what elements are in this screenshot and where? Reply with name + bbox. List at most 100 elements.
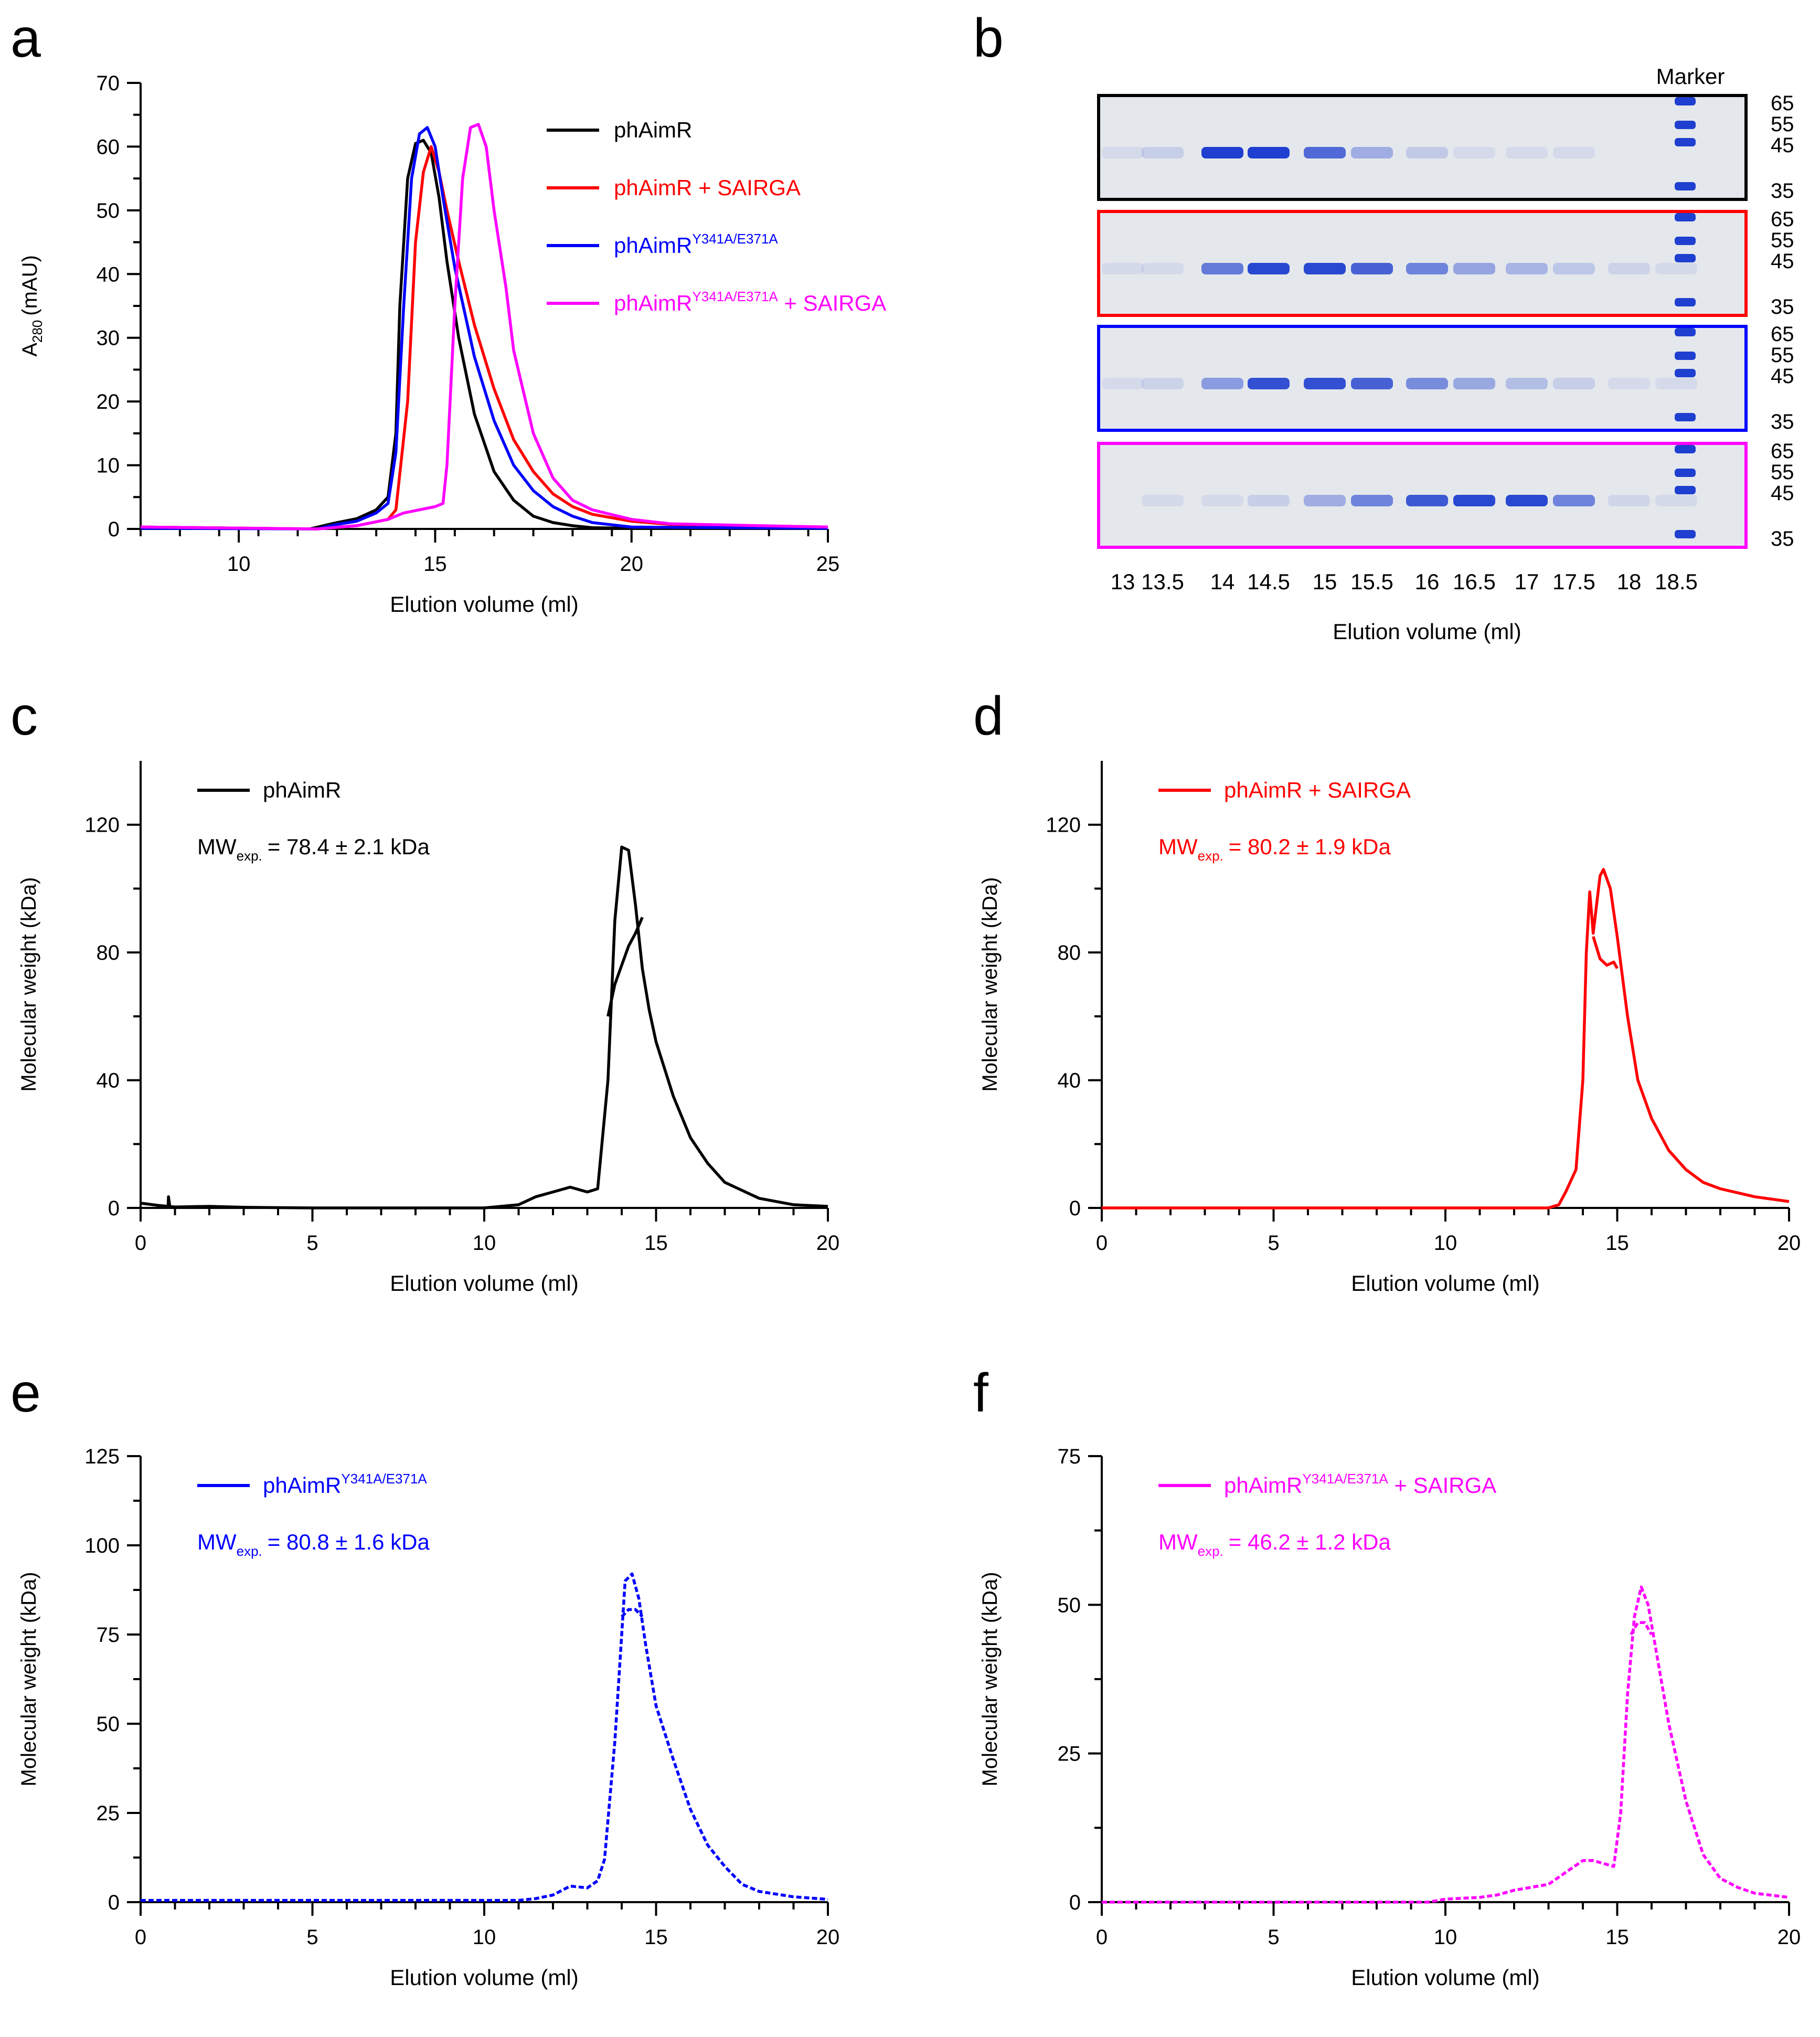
mw-value: = 80.2 ± 1.9 kDa [1229, 834, 1391, 859]
x-axis-label: Elution volume (ml) [390, 1271, 578, 1296]
y-tick-label: 70 [97, 72, 120, 95]
gel-band [1201, 263, 1243, 274]
mw-annotation: MWexp. = 78.4 ± 2.1 kDa [197, 834, 430, 864]
marker-band [1675, 413, 1696, 421]
x-axis-label: Elution volume (ml) [390, 1965, 578, 1990]
gel-band [1453, 263, 1495, 274]
panel-f-axes: 0 25 50 75 0 5 10 15 20 Elution volume (ml) Molecu… [978, 1445, 1801, 1990]
legend-label: phAimR + SAIRGA [1224, 778, 1411, 802]
y-tick-label: 60 [97, 135, 120, 158]
gel-band [1453, 378, 1495, 389]
mw-annotation: MWexp. = 80.2 ± 1.9 kDa [1158, 834, 1391, 864]
panel-d-axes: 0 40 80 120 0 5 10 15 20 Elution volume (ml) Molec… [978, 761, 1801, 1296]
marker-band [1675, 138, 1696, 146]
x-tick-label: 5 [1268, 1232, 1279, 1255]
marker-kda-label: 55 [1771, 229, 1794, 252]
x-tick-label: 5 [1268, 1926, 1279, 1949]
y-tick-label: 25 [97, 1802, 120, 1825]
y-tick-label: 75 [97, 1624, 120, 1647]
panel-letter-e: e [10, 1363, 41, 1424]
gel-band [1553, 378, 1595, 389]
x-tick-label: 25 [816, 553, 840, 576]
marker-band [1675, 469, 1696, 477]
gel-band [1453, 495, 1495, 506]
gel-band [1351, 495, 1393, 506]
x-tick-label: 10 [1434, 1232, 1457, 1255]
y-tick-label: 0 [108, 1891, 120, 1914]
y-axis-label: Molecular weight (kDa) [17, 877, 40, 1091]
y-axis-label: Molecular weight (kDa) [978, 877, 1002, 1091]
gel-band [1248, 147, 1290, 158]
y-axis-label: Molecular weight (kDa) [978, 1572, 1002, 1786]
series-line-1 [621, 1608, 644, 1618]
gel-band [1102, 147, 1144, 158]
x-tick-label: 15 [1605, 1232, 1629, 1255]
gel-band [1142, 263, 1184, 274]
marker-band [1675, 486, 1696, 494]
gel-band [1506, 378, 1548, 389]
y-axis-label-unit: (mAU) [18, 255, 41, 316]
mw-value: = 46.2 ± 1.2 kDa [1229, 1530, 1391, 1554]
y-tick-label: 50 [97, 199, 120, 222]
marker-band [1675, 445, 1696, 453]
gel-band [1304, 147, 1346, 158]
series-line-1 [140, 145, 828, 531]
legend-label-suffix: + SAIRGA [778, 291, 887, 315]
x-tick-label: 20 [816, 1926, 840, 1949]
gel-band [1506, 147, 1548, 158]
legend-label-base: phAimR + SAIRGA [1224, 778, 1411, 802]
y-tick-label: 50 [1058, 1594, 1081, 1617]
gel-band [1248, 263, 1290, 274]
legend-label-suffix: + SAIRGA [1388, 1473, 1497, 1498]
mw-prefix: MW [197, 834, 237, 859]
mw-sub: exp. [237, 848, 262, 864]
legend-label: phAimRY341A/E371A [263, 1471, 427, 1498]
series-line-1 [1592, 936, 1619, 969]
x-tick-label: 15 [1605, 1926, 1629, 1949]
x-axis-label: Elution volume (ml) [1351, 1965, 1539, 1990]
mw-annotation: MWexp. = 80.8 ± 1.6 kDa [197, 1530, 430, 1559]
lane-label: 14 [1210, 569, 1235, 594]
marker-kda-label: 45 [1771, 482, 1794, 505]
gel-band [1142, 495, 1184, 506]
y-tick-label: 25 [1058, 1743, 1081, 1766]
marker-kda-label: 35 [1771, 527, 1794, 550]
marker-kda-label: 45 [1771, 134, 1794, 157]
gel-band [1248, 495, 1290, 506]
panel-a-axes: 0 10 20 30 40 50 60 70 10 15 20 25 Elution volume (m… [18, 72, 886, 617]
lane-label: 18 [1617, 569, 1642, 594]
gel-band [1506, 263, 1548, 274]
y-tick-label: 40 [1058, 1069, 1081, 1092]
y-tick-label: 80 [1058, 941, 1081, 964]
gel-band [1142, 147, 1184, 158]
series-line-0 [141, 1572, 828, 1902]
y-tick-label: 100 [84, 1534, 120, 1557]
marker-band [1675, 328, 1696, 336]
gel-band [1406, 147, 1448, 158]
panel-letter-c: c [10, 686, 38, 747]
y-tick-label: 0 [1069, 1891, 1081, 1914]
mw-sub: exp. [1198, 848, 1223, 864]
marker-kda-label: 35 [1771, 179, 1794, 203]
x-tick-label: 20 [816, 1232, 840, 1255]
lane-label: 16 [1415, 569, 1440, 594]
legend-label-sup: Y341A/E371A [692, 289, 778, 304]
y-tick-label: 10 [97, 454, 120, 478]
x-tick-label: 20 [1778, 1926, 1801, 1949]
y-tick-label: 120 [1046, 814, 1081, 837]
gel-band [1608, 495, 1650, 506]
legend-label-sup: Y341A/E371A [341, 1471, 427, 1487]
gel-band [1655, 495, 1697, 506]
gel-band [1304, 495, 1346, 506]
series-line-3 [140, 123, 828, 531]
gel-band [1406, 378, 1448, 389]
lane-label: 17.5 [1552, 569, 1595, 594]
series-line-2 [140, 126, 828, 531]
x-tick-label: 10 [473, 1232, 496, 1255]
y-tick-label: 0 [108, 1197, 120, 1220]
mw-prefix: MW [197, 1530, 237, 1554]
series-line-1 [606, 917, 644, 1017]
